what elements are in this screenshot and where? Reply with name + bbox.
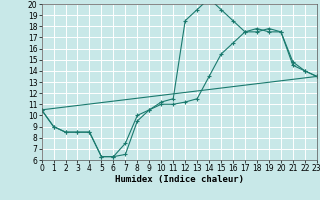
X-axis label: Humidex (Indice chaleur): Humidex (Indice chaleur) xyxy=(115,175,244,184)
